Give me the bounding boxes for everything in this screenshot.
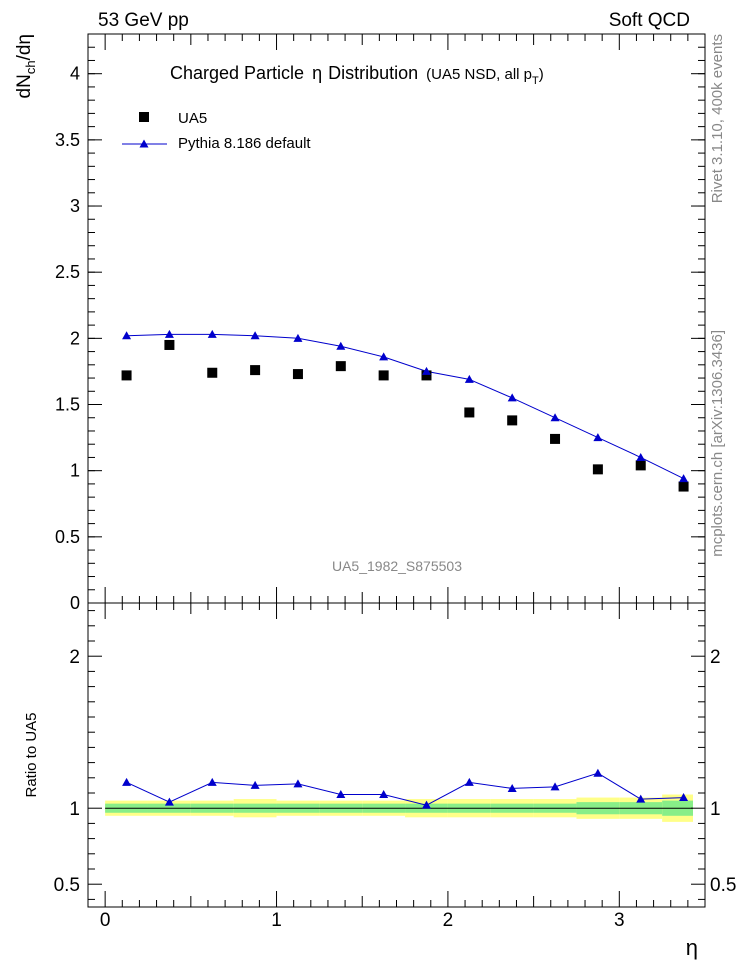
main-ytick-label: 2.5 [55,262,80,282]
x-axis-label: η [686,935,698,960]
main-y-label-sub: ch [23,60,38,74]
ratio-point [593,768,603,777]
main-y-label-post: /dη [14,34,35,60]
pythia-point [421,366,431,375]
main-ytick-label: 3.5 [55,130,80,150]
main-y-label: dNch/dη [14,34,38,98]
ratio-panel-frame [87,602,706,908]
ua5-point [335,361,346,372]
pythia-line [126,333,684,480]
main-ytick-label: 4 [70,64,80,84]
title-main: Charged Particle [170,63,304,83]
pythia-point [464,374,474,383]
ua5-point [635,460,646,471]
ua5-point [292,369,303,380]
pythia-point [164,329,174,338]
ua5-point [678,481,689,492]
pythia-point [679,474,689,483]
ratio-xtick-label: 2 [443,910,454,931]
title-sub-T: T [532,75,539,87]
main-ytick-label: 0.5 [55,527,80,547]
ua5-point [550,433,561,444]
title-sub: (UA5 NSD, all p [426,66,532,83]
ratio-xtick-label: 3 [614,910,625,931]
ratio-point [507,783,517,792]
pythia-point [207,329,217,338]
ratio-point [250,780,260,789]
ratio-point [293,779,303,788]
main-ytick-label: 0 [70,593,80,613]
main-ytick-label: 1 [70,461,80,481]
ua5-point [164,339,175,350]
ua5-point [121,370,132,381]
ratio-xtick-label: 1 [271,910,282,931]
watermark: UA5_1982_S875503 [332,558,462,574]
ratio-ytick-label-right: 0.5 [710,875,736,896]
pythia-point [336,341,346,350]
legend-marker-pythia [139,139,149,148]
ratio-point [550,782,560,791]
ratio-point [122,777,132,786]
pythia-point [379,352,389,361]
ua5-point [507,415,518,426]
ratio-point [207,777,217,786]
side-label-bottom: mcplots.cern.ch [arXiv:1306.3436] [709,330,726,557]
header-right: Soft QCD [609,10,690,31]
ratio-point [636,794,646,803]
ratio-ytick-label-right: 1 [710,799,721,820]
ratio-point [164,797,174,806]
ratio-xtick-label: 0 [100,910,111,931]
ua5-point [250,365,261,376]
pythia-point [293,333,303,342]
main-ytick-label: 1.5 [55,395,80,415]
ratio-point [679,793,689,802]
title-rest: Distribution [328,63,418,83]
main-ytick-label: 3 [70,196,80,216]
legend-marker-ua5 [139,112,149,122]
pythia-point [636,452,646,461]
title-sub-close: ) [539,66,544,83]
ratio-point [464,777,474,786]
ua5-point [592,464,603,475]
ua5-point [464,407,475,418]
main-data-marks [121,329,689,492]
legend-label-pythia: Pythia 8.186 default [178,135,311,152]
ua5-point [421,370,432,381]
ratio-ytick-label: 2 [69,647,80,668]
ratio-point [379,790,389,799]
chart-title: Charged Particle η Distribution (UA5 NSD, a… [170,63,544,87]
ua5-point [207,367,218,378]
ratio-data-marks [122,768,689,809]
ua5-point [378,370,389,381]
ratio-ytick-label-right: 2 [710,647,721,668]
ratio-ytick-label: 0.5 [54,875,80,896]
ratio-line [126,772,684,806]
ratio-ytick-label: 1 [69,799,80,820]
ratio-axis-ticks: 0.5 0.5 1 1 2 2 0 1 2 3 [54,603,736,931]
main-ytick-label: 2 [70,328,80,348]
pythia-point [507,393,517,402]
ratio-y-label: Ratio to UA5 [23,712,40,797]
pythia-point [122,331,132,340]
ratio-point [421,800,431,809]
header-left: 53 GeV pp [98,10,189,31]
legend-label-ua5: UA5 [178,110,207,127]
pythia-point [550,413,560,422]
pythia-point [250,331,260,340]
side-label-top: Rivet 3.1.10, 400k events [709,34,726,203]
title-eta: η [312,63,322,83]
main-axis-ticks: 0 0.5 1 1.5 2 2.5 3 3.5 4 [55,33,706,613]
main-y-label-pre: dN [14,74,35,98]
ratio-point [336,790,346,799]
pythia-point [593,433,603,442]
